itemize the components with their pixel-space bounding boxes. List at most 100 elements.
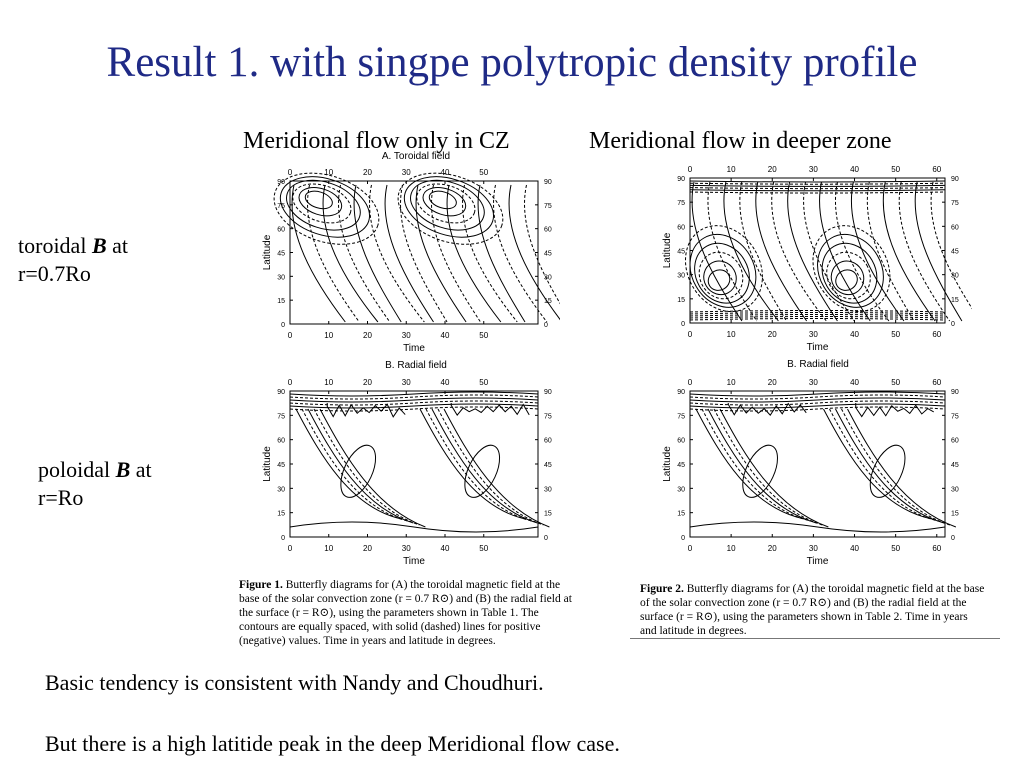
y-tick-label-right: 75 <box>951 200 959 207</box>
polar-contour <box>690 188 945 189</box>
contour-loop <box>677 222 769 319</box>
x-tick-label: 10 <box>324 331 333 340</box>
contour-loop <box>458 440 507 503</box>
x-tick-label: 50 <box>891 544 900 553</box>
contour-strand <box>824 409 932 519</box>
contour-strand <box>836 409 944 523</box>
y-tick-label: 45 <box>677 249 685 256</box>
contour-strand <box>848 409 956 527</box>
caption-divider <box>630 638 1000 639</box>
polar-contour <box>290 392 538 396</box>
x-tick-label: 20 <box>768 330 777 339</box>
y-tick-label-right: 60 <box>544 438 552 445</box>
x-tick-label: 10 <box>727 544 736 553</box>
toroidal-label-at: at <box>106 233 129 258</box>
y-tick-label-right: 30 <box>951 273 959 280</box>
y-tick-label: 30 <box>677 486 685 493</box>
polar-contour <box>690 401 945 405</box>
y-tick-label: 0 <box>281 535 285 542</box>
contour-lines <box>690 392 956 532</box>
jagged-contour <box>327 403 405 417</box>
contour-loop <box>698 255 743 300</box>
contour-strand <box>463 185 518 322</box>
x-tick-label: 40 <box>441 331 450 340</box>
contour-strand <box>308 409 413 523</box>
x-tick-label-top: 50 <box>891 378 900 387</box>
x-tick-label: 20 <box>363 331 372 340</box>
x-tick-label-top: 40 <box>441 378 450 387</box>
x-tick-label-top: 0 <box>688 378 693 387</box>
fig1-toroidal-butterfly-plot: A. Toroidal field 0010102020303040405050… <box>262 151 560 354</box>
contour-strand <box>314 409 419 525</box>
x-tick-label-top: 40 <box>850 378 859 387</box>
jagged-contour <box>728 403 806 415</box>
contour-loop <box>412 177 480 230</box>
fig1-panel-a-title: A. Toroidal field <box>382 151 450 162</box>
contour-strand <box>772 182 827 321</box>
contour-strand <box>756 182 807 321</box>
x-tick-label-top: 10 <box>324 168 333 177</box>
contour-loop <box>863 440 912 503</box>
note-line-1: Basic tendency is consistent with Nandy … <box>45 670 544 695</box>
contour-strand <box>478 185 525 322</box>
jagged-contour <box>451 403 529 415</box>
y-tick-label-right: 0 <box>544 322 548 329</box>
contour-strand <box>323 185 378 322</box>
x-tick-label-top: 20 <box>363 168 372 177</box>
equator-contour <box>690 315 945 317</box>
toroidal-label-symbol: B <box>91 233 107 258</box>
x-tick-label-top: 50 <box>479 168 488 177</box>
y-tick-label-right: 45 <box>544 462 552 469</box>
y-tick-label-right: 60 <box>544 227 552 234</box>
contour-loop <box>805 222 897 319</box>
jagged-contour <box>856 403 934 417</box>
equator-contour <box>690 522 945 532</box>
equator-contour <box>290 522 538 532</box>
contour-lines <box>670 181 972 326</box>
contour-loop <box>684 233 760 313</box>
x-tick-label: 0 <box>288 544 293 553</box>
figure2-caption-text: Butterfly diagrams for (A) the toroidal … <box>640 583 985 637</box>
y-tick-label-right: 30 <box>951 486 959 493</box>
contour-strand <box>842 409 950 525</box>
x-tick-label-top: 30 <box>402 168 411 177</box>
polar-contour <box>690 181 945 182</box>
x-tick-label: 50 <box>479 544 488 553</box>
x-tick-label: 60 <box>932 544 941 553</box>
y-tick-label: 30 <box>677 273 685 280</box>
y-tick-label-right: 60 <box>951 224 959 231</box>
x-tick-label: 30 <box>402 544 411 553</box>
polar-contour <box>690 185 945 186</box>
y-axis-label: Latitude <box>262 446 273 482</box>
contour-strand <box>320 409 425 527</box>
contour-lines <box>265 161 560 322</box>
x-tick-label-top: 10 <box>727 378 736 387</box>
x-tick-label: 0 <box>688 544 693 553</box>
contour-strand <box>339 185 390 322</box>
contour-strand <box>931 182 972 321</box>
y-tick-label: 0 <box>681 535 685 542</box>
y-tick-label-right: 15 <box>544 511 552 518</box>
polar-contour <box>690 183 945 184</box>
toroidal-label-text: toroidal <box>18 233 92 258</box>
contour-strand <box>302 409 407 521</box>
x-tick-label-top: 30 <box>809 378 818 387</box>
y-tick-label: 15 <box>677 511 685 518</box>
y-axis-label: Latitude <box>262 234 273 270</box>
plot-frame <box>689 390 946 538</box>
contour-loop <box>389 161 512 257</box>
contour-strand <box>714 409 822 525</box>
contour-loop <box>295 183 345 221</box>
plot-frame <box>689 177 946 324</box>
y-tick-label: 75 <box>677 413 685 420</box>
contour-strand <box>420 409 525 519</box>
y-tick-label-right: 75 <box>544 203 552 210</box>
x-tick-label-top: 10 <box>727 165 736 174</box>
contour-strand <box>696 409 804 519</box>
y-tick-label-right: 75 <box>951 413 959 420</box>
contour-loop <box>427 188 459 212</box>
contour-strand <box>438 409 543 525</box>
contour-loop <box>670 212 777 326</box>
contour-strand <box>724 182 778 321</box>
y-tick-label: 75 <box>677 200 685 207</box>
